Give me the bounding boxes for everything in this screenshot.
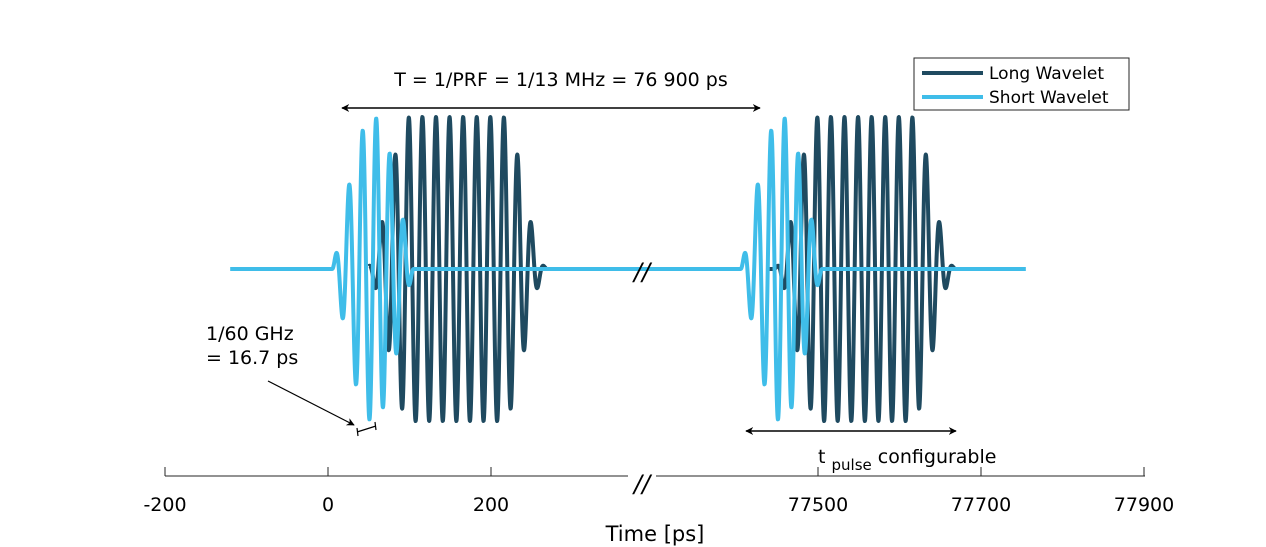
x-tick-label: 77500 xyxy=(788,494,848,516)
pulse-label: t pulse configurable xyxy=(818,446,996,475)
cycle-pointer-arrow xyxy=(267,380,355,426)
series-group xyxy=(228,115,1028,423)
x-tick-label: 0 xyxy=(322,494,334,516)
long-wavelet-line xyxy=(366,115,975,423)
pulse-label-suffix: configurable xyxy=(878,446,997,468)
legend-label-long: Long Wavelet xyxy=(989,64,1104,84)
x-tick-label: -200 xyxy=(143,494,186,516)
x-axis-label: Time [ps] xyxy=(605,522,705,546)
period-label: T = 1/PRF = 1/13 MHz = 76 900 ps xyxy=(393,69,728,91)
short-wavelet-line xyxy=(228,116,1028,422)
period-annotation: T = 1/PRF = 1/13 MHz = 76 900 ps xyxy=(341,69,761,112)
cycle-label-line2: = 16.7 ps xyxy=(206,347,298,369)
cycle-label-line1: 1/60 GHz xyxy=(206,323,294,345)
x-tick-marks xyxy=(164,467,1145,476)
cycle-span-marker xyxy=(356,421,377,437)
legend: Long Wavelet Short Wavelet xyxy=(913,57,1130,111)
pulse-label-sub: pulse xyxy=(832,456,872,474)
cycle-annotation: 1/60 GHz = 16.7 ps xyxy=(206,323,377,437)
x-axis: -200 0 200 77500 77700 77900 // Time [ps… xyxy=(143,466,1174,546)
x-tick-label: 200 xyxy=(473,494,509,516)
x-tick-label: 77900 xyxy=(1114,494,1174,516)
curve-break-mark: // xyxy=(632,258,653,286)
legend-box xyxy=(913,57,1130,111)
axis-break-gap xyxy=(628,466,656,488)
pulse-label-t: t xyxy=(818,446,825,468)
legend-label-short: Short Wavelet xyxy=(989,88,1109,108)
axis-break-mark: // xyxy=(632,470,653,498)
x-tick-label: 77700 xyxy=(951,494,1011,516)
pulse-annotation: t pulse configurable xyxy=(745,427,996,475)
